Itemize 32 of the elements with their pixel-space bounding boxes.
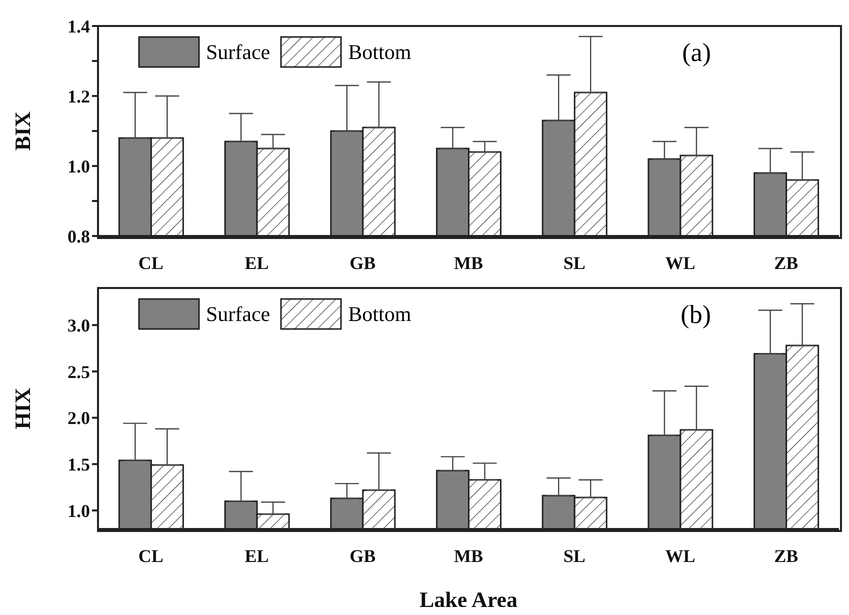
- legend-label: Surface: [206, 40, 270, 64]
- x-tick-label: ZB: [774, 546, 798, 566]
- y-tick-label: 1.2: [68, 86, 90, 106]
- x-tick-label: MB: [454, 546, 483, 566]
- y-axis-title: BIX: [10, 111, 35, 151]
- y-tick-label: 2.0: [68, 408, 90, 428]
- y-axis-title: HIX: [10, 388, 35, 430]
- y-tick-label: 2.5: [68, 362, 90, 382]
- x-tick-label: GB: [350, 252, 376, 273]
- y-tick-label: 0.8: [68, 226, 90, 246]
- annotation: (a): [682, 38, 711, 68]
- x-tick-label: WL: [665, 252, 696, 273]
- annotation: (b): [680, 300, 711, 330]
- x-tick-label: ZB: [774, 252, 798, 273]
- x-tick-label: GB: [350, 546, 376, 566]
- y-tick-label: 1.5: [68, 454, 90, 475]
- x-tick-label: CL: [138, 546, 164, 566]
- x-tick-label: EL: [244, 546, 269, 566]
- x-tick-label: CL: [138, 252, 164, 273]
- x-tick-label: SL: [563, 252, 586, 273]
- legend-label: Bottom: [348, 302, 412, 326]
- y-tick-label: 1.0: [68, 500, 90, 521]
- y-tick-label: 1.4: [68, 16, 90, 36]
- x-tick-label: EL: [244, 252, 269, 273]
- x-tick-label: SL: [563, 546, 586, 566]
- legend-label: Surface: [206, 302, 270, 326]
- x-tick-label: MB: [454, 252, 483, 273]
- y-tick-label: 1.0: [68, 156, 90, 176]
- y-tick-label: 3.0: [68, 315, 90, 336]
- x-tick-label: WL: [665, 546, 696, 566]
- x-axis-title: Lake Area: [420, 587, 518, 612]
- legend-label: Bottom: [348, 40, 412, 64]
